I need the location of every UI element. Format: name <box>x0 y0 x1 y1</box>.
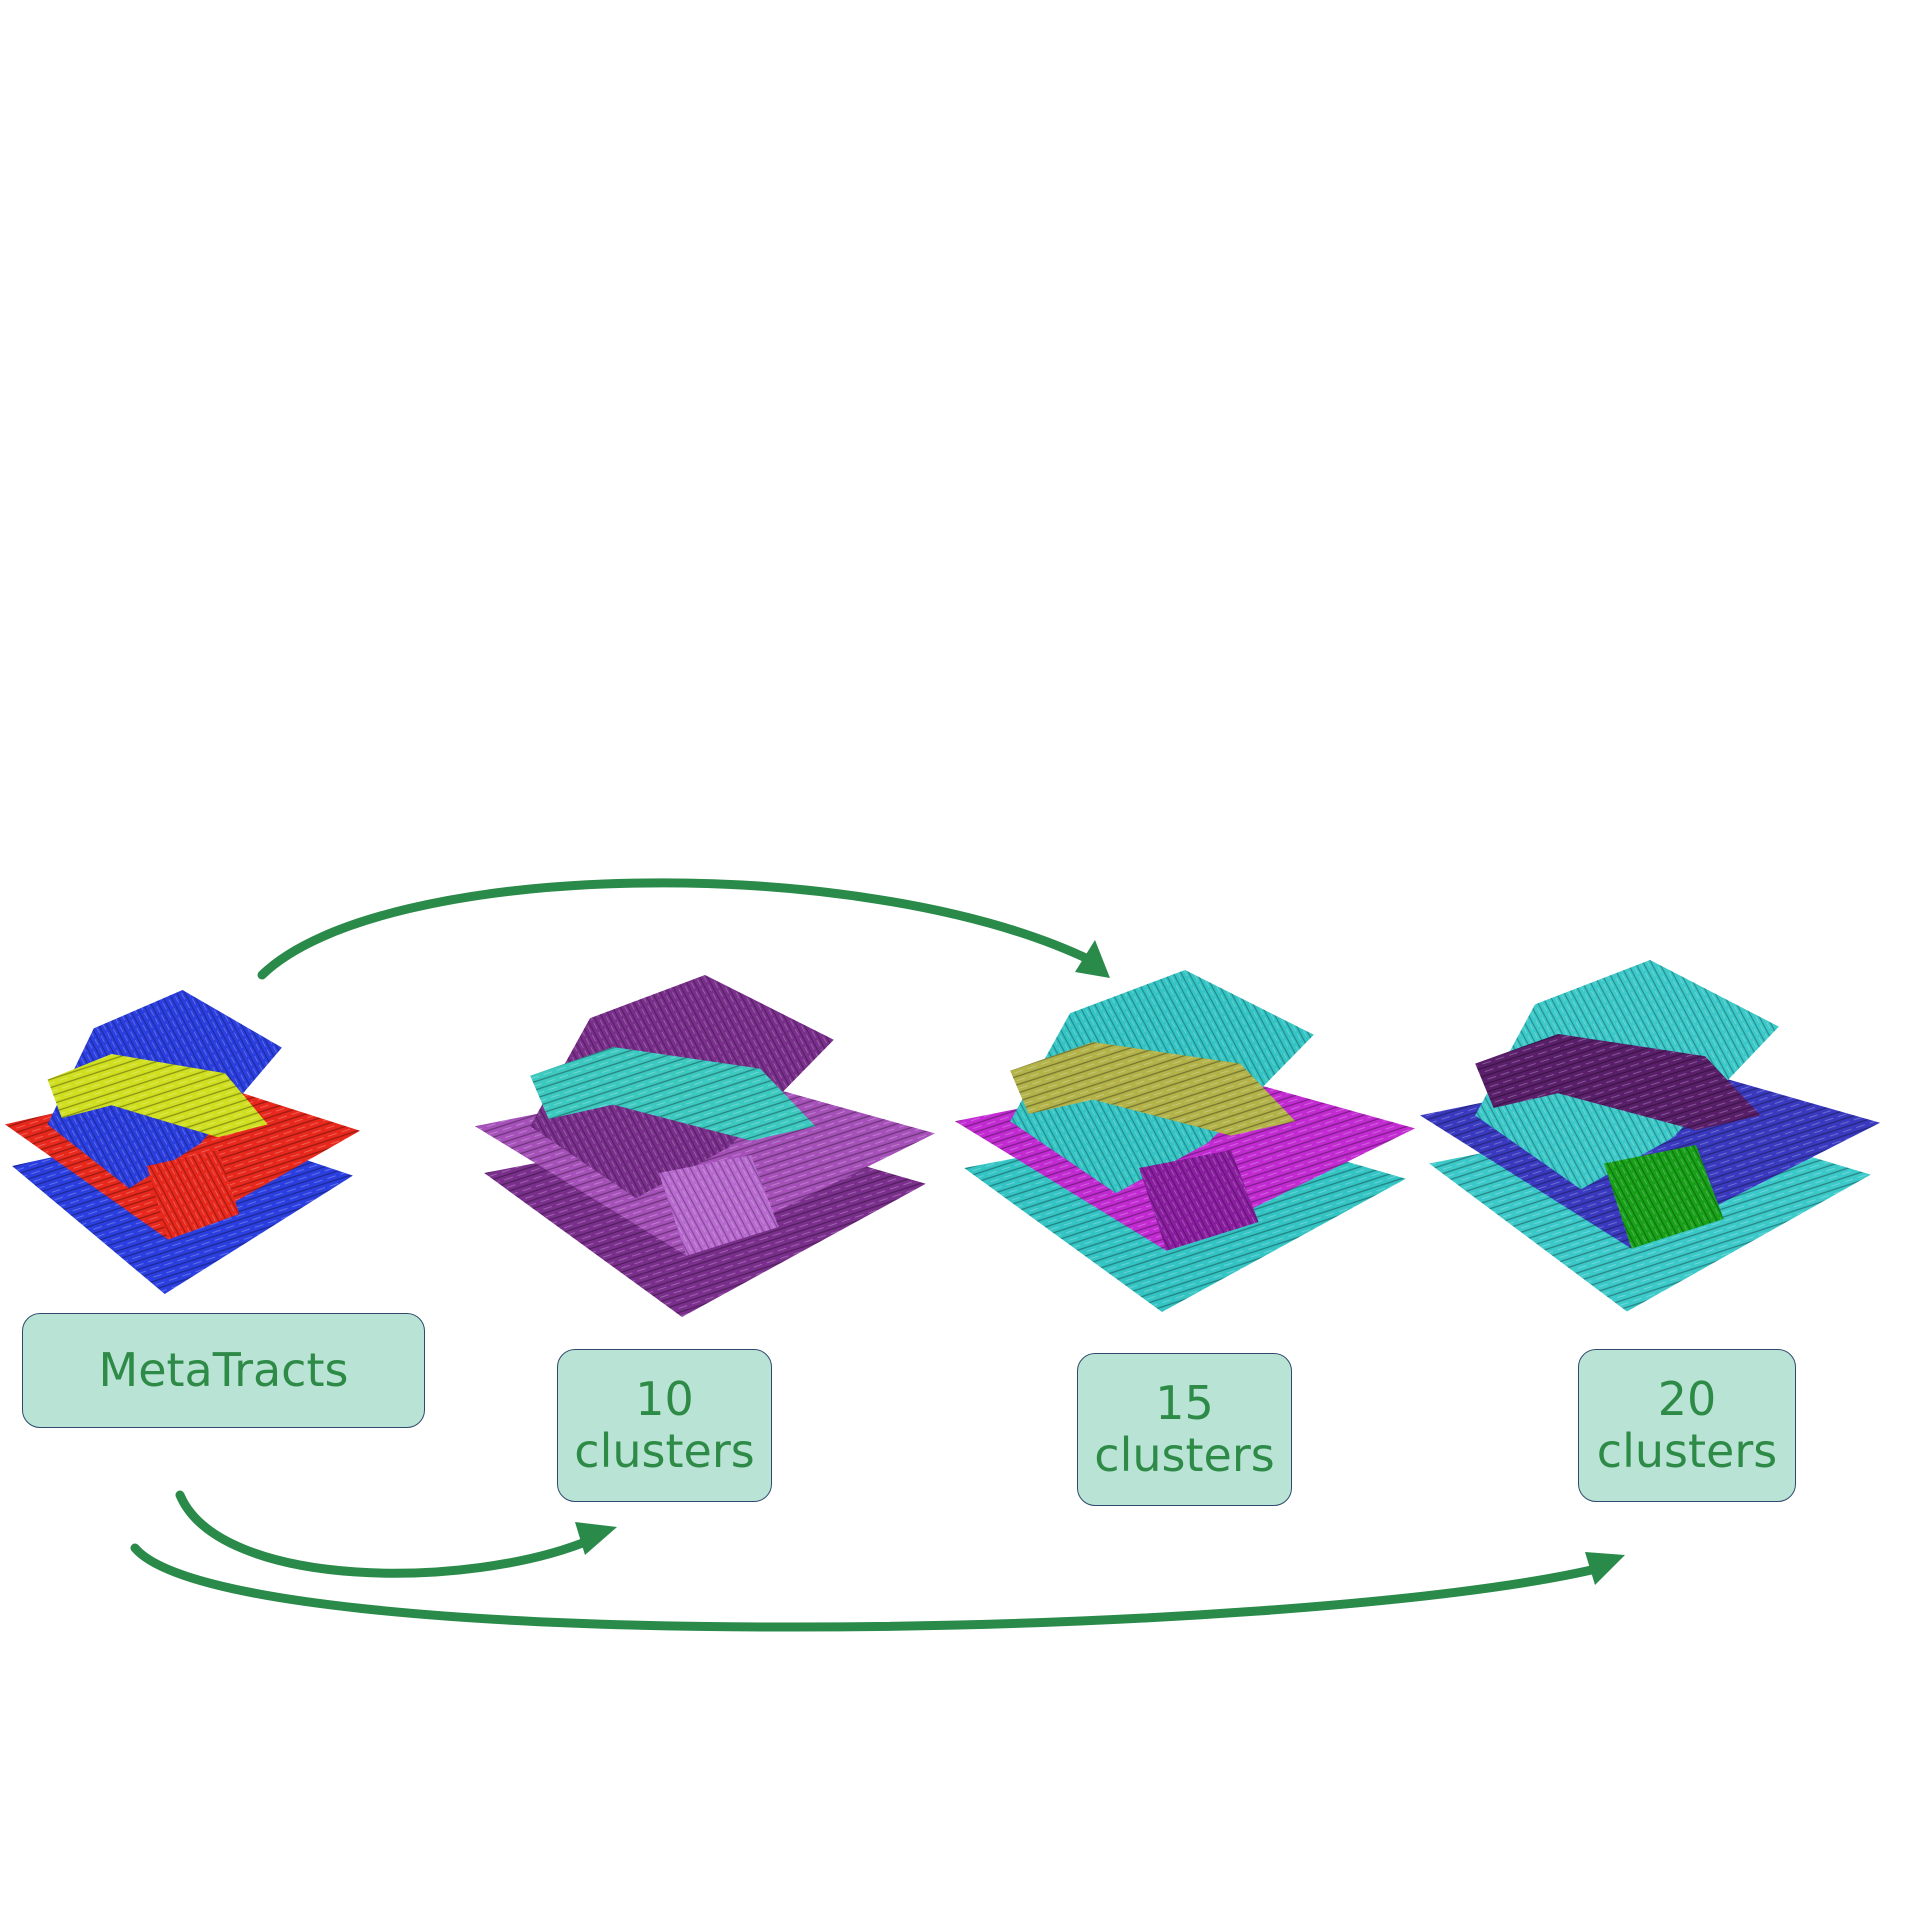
clusters-10-word: clusters <box>574 1423 755 1478</box>
accent-patch-texture <box>147 1150 240 1240</box>
arch-band-texture <box>47 1054 268 1138</box>
clusters-10-render <box>475 975 935 1317</box>
arrow-metatracts-to-10 <box>175 1490 595 1578</box>
accent-patch-texture <box>659 1155 779 1256</box>
arch-band-texture <box>1010 1042 1296 1136</box>
arrow-head-to-15 <box>1075 940 1110 978</box>
arrow-metatracts-to-15 <box>257 878 1095 980</box>
clusters-15-word: clusters <box>1094 1427 1275 1482</box>
metatracts-label: MetaTracts <box>98 1342 349 1397</box>
accent-patch-texture <box>1139 1150 1259 1251</box>
metatracts-tract-render <box>5 990 360 1294</box>
clusters-20-count: 20 <box>1657 1371 1717 1426</box>
arch-band-texture <box>1475 1034 1761 1131</box>
clusters-20-label-box: 20 clusters <box>1578 1349 1796 1502</box>
clusters-10-count: 10 <box>635 1371 694 1426</box>
clusters-10-label-box: 10 clusters <box>557 1349 772 1502</box>
accent-patch-texture <box>1604 1145 1724 1249</box>
clusters-15-label-box: 15 clusters <box>1077 1353 1292 1506</box>
clusters-20-render <box>1420 960 1880 1312</box>
arrow-head-to-10 <box>575 1522 617 1555</box>
clusters-15-count: 15 <box>1155 1375 1214 1430</box>
clusters-15-render <box>955 970 1415 1312</box>
arch-band-texture <box>530 1047 816 1141</box>
metatracts-label-box: MetaTracts <box>22 1313 425 1428</box>
arrow-head-to-20 <box>1585 1552 1625 1585</box>
arrow-metatracts-to-20 <box>130 1543 1605 1632</box>
clusters-20-word: clusters <box>1596 1423 1778 1478</box>
